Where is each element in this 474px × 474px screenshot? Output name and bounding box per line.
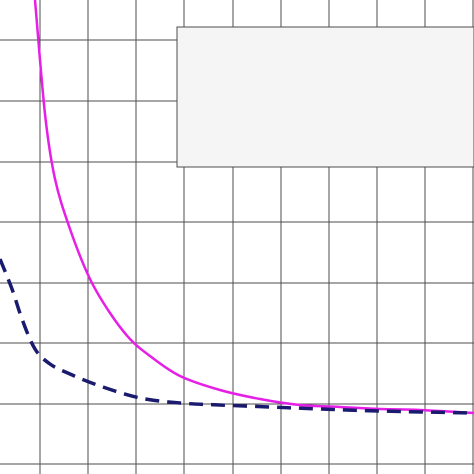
series-line-solid xyxy=(33,0,474,415)
series-line-dashed xyxy=(0,258,474,415)
series-layer xyxy=(0,0,474,415)
legend-box xyxy=(176,26,474,168)
